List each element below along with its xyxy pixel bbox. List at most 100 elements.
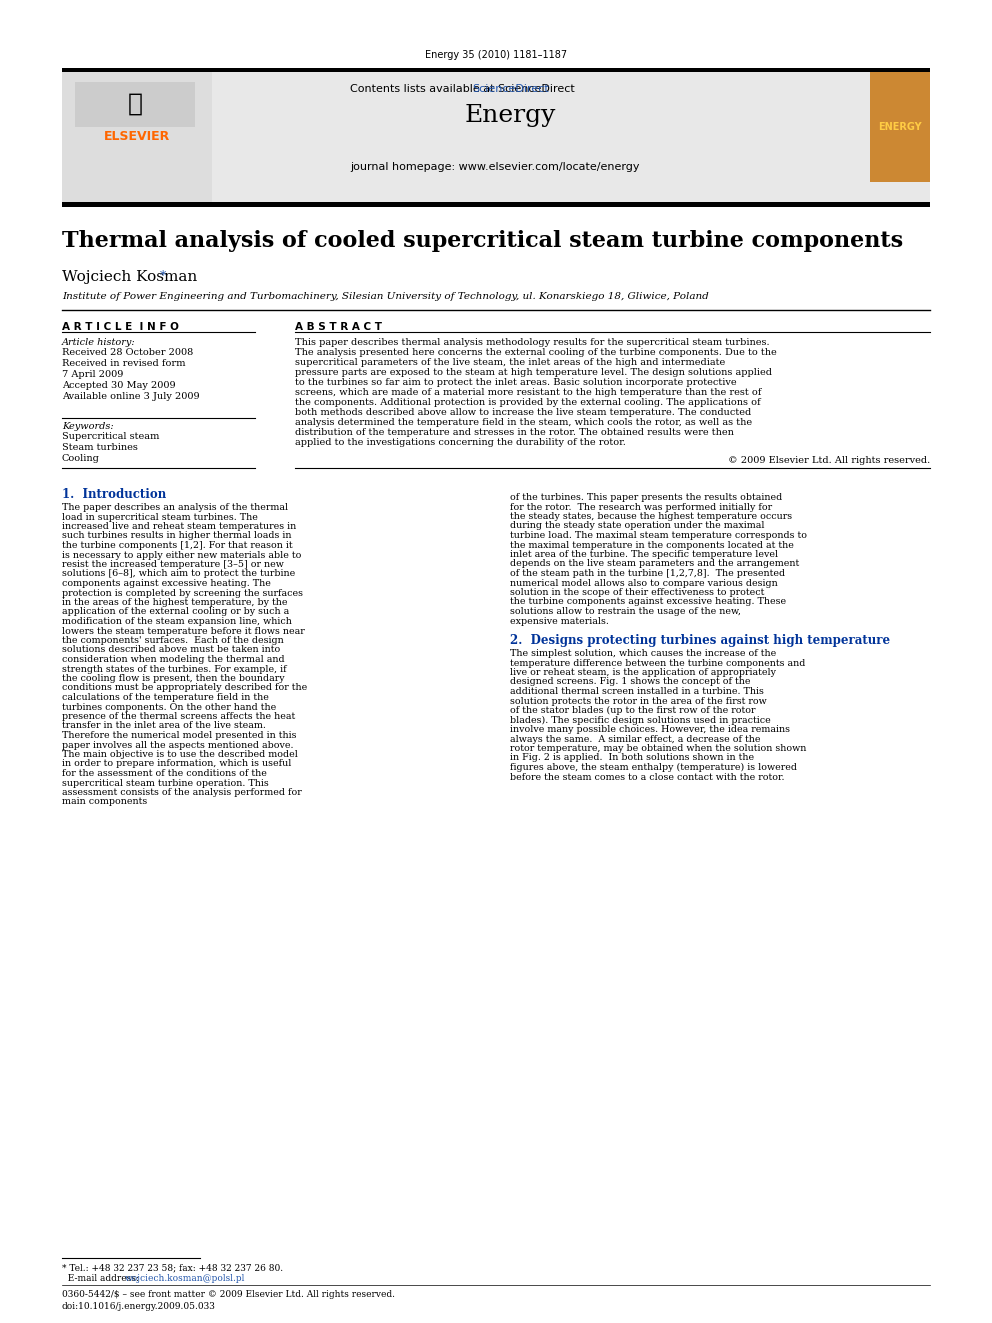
Text: A R T I C L E  I N F O: A R T I C L E I N F O [62, 321, 179, 332]
Text: Energy: Energy [464, 105, 556, 127]
Text: the cooling flow is present, then the boundary: the cooling flow is present, then the bo… [62, 673, 285, 683]
Text: in order to prepare information, which is useful: in order to prepare information, which i… [62, 759, 292, 769]
Text: conditions must be appropriately described for the: conditions must be appropriately describ… [62, 684, 308, 692]
Text: for the rotor.  The research was performed initially for: for the rotor. The research was performe… [510, 503, 772, 512]
Text: solution protects the rotor in the area of the first row: solution protects the rotor in the area … [510, 696, 767, 705]
Text: 7 April 2009: 7 April 2009 [62, 370, 123, 378]
Text: depends on the live steam parameters and the arrangement: depends on the live steam parameters and… [510, 560, 800, 569]
Text: such turbines results in higher thermal loads in: such turbines results in higher thermal … [62, 532, 292, 541]
Text: analysis determined the temperature field in the steam, which cools the rotor, a: analysis determined the temperature fiel… [295, 418, 752, 427]
Text: Therefore the numerical model presented in this: Therefore the numerical model presented … [62, 732, 297, 740]
Text: The paper describes an analysis of the thermal: The paper describes an analysis of the t… [62, 503, 288, 512]
Text: solutions described above must be taken into: solutions described above must be taken … [62, 646, 281, 655]
Text: Received in revised form: Received in revised form [62, 359, 186, 368]
Text: the steady states, because the highest temperature occurs: the steady states, because the highest t… [510, 512, 793, 521]
Text: 0360-5442/$ – see front matter © 2009 Elsevier Ltd. All rights reserved.: 0360-5442/$ – see front matter © 2009 El… [62, 1290, 395, 1299]
Text: figures above, the steam enthalpy (temperature) is lowered: figures above, the steam enthalpy (tempe… [510, 763, 797, 773]
Text: 1.  Introduction: 1. Introduction [62, 488, 167, 501]
Text: in Fig. 2 is applied.  In both solutions shown in the: in Fig. 2 is applied. In both solutions … [510, 754, 754, 762]
Text: * Tel.: +48 32 237 23 58; fax: +48 32 237 26 80.: * Tel.: +48 32 237 23 58; fax: +48 32 23… [62, 1263, 283, 1271]
Text: the turbine components against excessive heating. These: the turbine components against excessive… [510, 598, 786, 606]
Text: to the turbines so far aim to protect the inlet areas. Basic solution incorporat: to the turbines so far aim to protect th… [295, 378, 737, 388]
Text: supercritical steam turbine operation. This: supercritical steam turbine operation. T… [62, 778, 269, 787]
Text: inlet area of the turbine. The specific temperature level: inlet area of the turbine. The specific … [510, 550, 778, 560]
Text: main components: main components [62, 798, 147, 807]
Text: solutions allow to restrain the usage of the new,: solutions allow to restrain the usage of… [510, 607, 741, 617]
Text: ENERGY: ENERGY [878, 122, 922, 132]
Text: 2.  Designs protecting turbines against high temperature: 2. Designs protecting turbines against h… [510, 634, 890, 647]
Text: resist the increased temperature [3–5] or new: resist the increased temperature [3–5] o… [62, 560, 284, 569]
Text: rotor temperature, may be obtained when the solution shown: rotor temperature, may be obtained when … [510, 744, 806, 753]
Text: Article history:: Article history: [62, 337, 136, 347]
Text: Received 28 October 2008: Received 28 October 2008 [62, 348, 193, 357]
Text: application of the external cooling or by such a: application of the external cooling or b… [62, 607, 290, 617]
Text: of the stator blades (up to the first row of the rotor: of the stator blades (up to the first ro… [510, 706, 756, 716]
Text: Cooling: Cooling [62, 454, 100, 463]
Text: © 2009 Elsevier Ltd. All rights reserved.: © 2009 Elsevier Ltd. All rights reserved… [728, 456, 930, 464]
Text: Steam turbines: Steam turbines [62, 443, 138, 452]
Bar [62, 71, 212, 202]
Text: modification of the steam expansion line, which: modification of the steam expansion line… [62, 617, 292, 626]
Text: increased live and reheat steam temperatures in: increased live and reheat steam temperat… [62, 523, 297, 531]
Text: wojciech.kosman@polsl.pl: wojciech.kosman@polsl.pl [125, 1274, 245, 1283]
Bar [75, 82, 195, 127]
Text: solutions [6–8], which aim to protect the turbine: solutions [6–8], which aim to protect th… [62, 569, 296, 578]
Text: expensive materials.: expensive materials. [510, 617, 609, 626]
Text: the components. Additional protection is provided by the external cooling. The a: the components. Additional protection is… [295, 398, 761, 407]
Bar [870, 71, 930, 183]
Text: additional thermal screen installed in a turbine. This: additional thermal screen installed in a… [510, 687, 764, 696]
Text: numerical model allows also to compare various design: numerical model allows also to compare v… [510, 578, 778, 587]
Text: the maximal temperature in the components located at the: the maximal temperature in the component… [510, 541, 794, 549]
Text: load in supercritical steam turbines. The: load in supercritical steam turbines. Th… [62, 512, 258, 521]
Text: temperature difference between the turbine components and: temperature difference between the turbi… [510, 659, 806, 668]
Text: consideration when modeling the thermal and: consideration when modeling the thermal … [62, 655, 285, 664]
Text: journal homepage: www.elsevier.com/locate/energy: journal homepage: www.elsevier.com/locat… [350, 161, 640, 172]
Text: solution in the scope of their effectiveness to protect: solution in the scope of their effective… [510, 587, 765, 597]
Text: live or reheat steam, is the application of appropriately: live or reheat steam, is the application… [510, 668, 776, 677]
Text: distribution of the temperature and stresses in the rotor. The obtained results : distribution of the temperature and stre… [295, 429, 734, 437]
Text: supercritical parameters of the live steam, the inlet areas of the high and inte: supercritical parameters of the live ste… [295, 359, 725, 366]
Text: The simplest solution, which causes the increase of the: The simplest solution, which causes the … [510, 650, 777, 658]
Text: strength states of the turbines. For example, if: strength states of the turbines. For exa… [62, 664, 287, 673]
Text: Thermal analysis of cooled supercritical steam turbine components: Thermal analysis of cooled supercritical… [62, 230, 903, 251]
Text: presence of the thermal screens affects the heat: presence of the thermal screens affects … [62, 712, 296, 721]
Text: The main objective is to use the described model: The main objective is to use the describ… [62, 750, 298, 759]
Text: Accepted 30 May 2009: Accepted 30 May 2009 [62, 381, 176, 390]
Text: turbines components. On the other hand the: turbines components. On the other hand t… [62, 703, 276, 712]
Text: in the areas of the highest temperature, by the: in the areas of the highest temperature,… [62, 598, 288, 607]
Text: Supercritical steam: Supercritical steam [62, 433, 160, 441]
Text: components against excessive heating. The: components against excessive heating. Th… [62, 579, 271, 587]
Text: *: * [160, 270, 166, 283]
Text: blades). The specific design solutions used in practice: blades). The specific design solutions u… [510, 716, 771, 725]
Text: turbine load. The maximal steam temperature corresponds to: turbine load. The maximal steam temperat… [510, 531, 807, 540]
Text: The analysis presented here concerns the external cooling of the turbine compone: The analysis presented here concerns the… [295, 348, 777, 357]
Text: the components' surfaces.  Each of the design: the components' surfaces. Each of the de… [62, 636, 284, 646]
Text: ELSEVIER: ELSEVIER [104, 131, 170, 143]
Text: This paper describes thermal analysis methodology results for the supercritical : This paper describes thermal analysis me… [295, 337, 770, 347]
Text: always the same.  A similar effect, a decrease of the: always the same. A similar effect, a dec… [510, 734, 761, 744]
Text: ScienceDirect: ScienceDirect [472, 83, 549, 94]
Text: doi:10.1016/j.energy.2009.05.033: doi:10.1016/j.energy.2009.05.033 [62, 1302, 216, 1311]
Text: assessment consists of the analysis performed for: assessment consists of the analysis perf… [62, 789, 302, 796]
Text: Institute of Power Engineering and Turbomachinery, Silesian University of Techno: Institute of Power Engineering and Turbo… [62, 292, 708, 302]
Text: applied to the investigations concerning the durability of the rotor.: applied to the investigations concerning… [295, 438, 626, 447]
Text: lowers the steam temperature before it flows near: lowers the steam temperature before it f… [62, 627, 305, 635]
Text: Wojciech Kosman: Wojciech Kosman [62, 270, 197, 284]
Text: transfer in the inlet area of the live steam.: transfer in the inlet area of the live s… [62, 721, 266, 730]
Text: is necessary to apply either new materials able to: is necessary to apply either new materia… [62, 550, 302, 560]
Text: protection is completed by screening the surfaces: protection is completed by screening the… [62, 589, 303, 598]
Text: paper involves all the aspects mentioned above.: paper involves all the aspects mentioned… [62, 741, 294, 750]
Text: the turbine components [1,2]. For that reason it: the turbine components [1,2]. For that r… [62, 541, 293, 550]
Text: Available online 3 July 2009: Available online 3 July 2009 [62, 392, 199, 401]
Text: pressure parts are exposed to the steam at high temperature level. The design so: pressure parts are exposed to the steam … [295, 368, 772, 377]
Text: of the turbines. This paper presents the results obtained: of the turbines. This paper presents the… [510, 493, 783, 501]
Bar [62, 202, 930, 206]
Text: designed screens. Fig. 1 shows the concept of the: designed screens. Fig. 1 shows the conce… [510, 677, 751, 687]
Text: of the steam path in the turbine [1,2,7,8].  The presented: of the steam path in the turbine [1,2,7,… [510, 569, 785, 578]
Text: before the steam comes to a close contact with the rotor.: before the steam comes to a close contac… [510, 773, 785, 782]
Text: 🌳: 🌳 [128, 93, 143, 116]
Text: during the steady state operation under the maximal: during the steady state operation under … [510, 521, 765, 531]
Text: Energy 35 (2010) 1181–1187: Energy 35 (2010) 1181–1187 [425, 50, 567, 60]
Text: A B S T R A C T: A B S T R A C T [295, 321, 382, 332]
Text: both methods described above allow to increase the live steam temperature. The c: both methods described above allow to in… [295, 407, 751, 417]
